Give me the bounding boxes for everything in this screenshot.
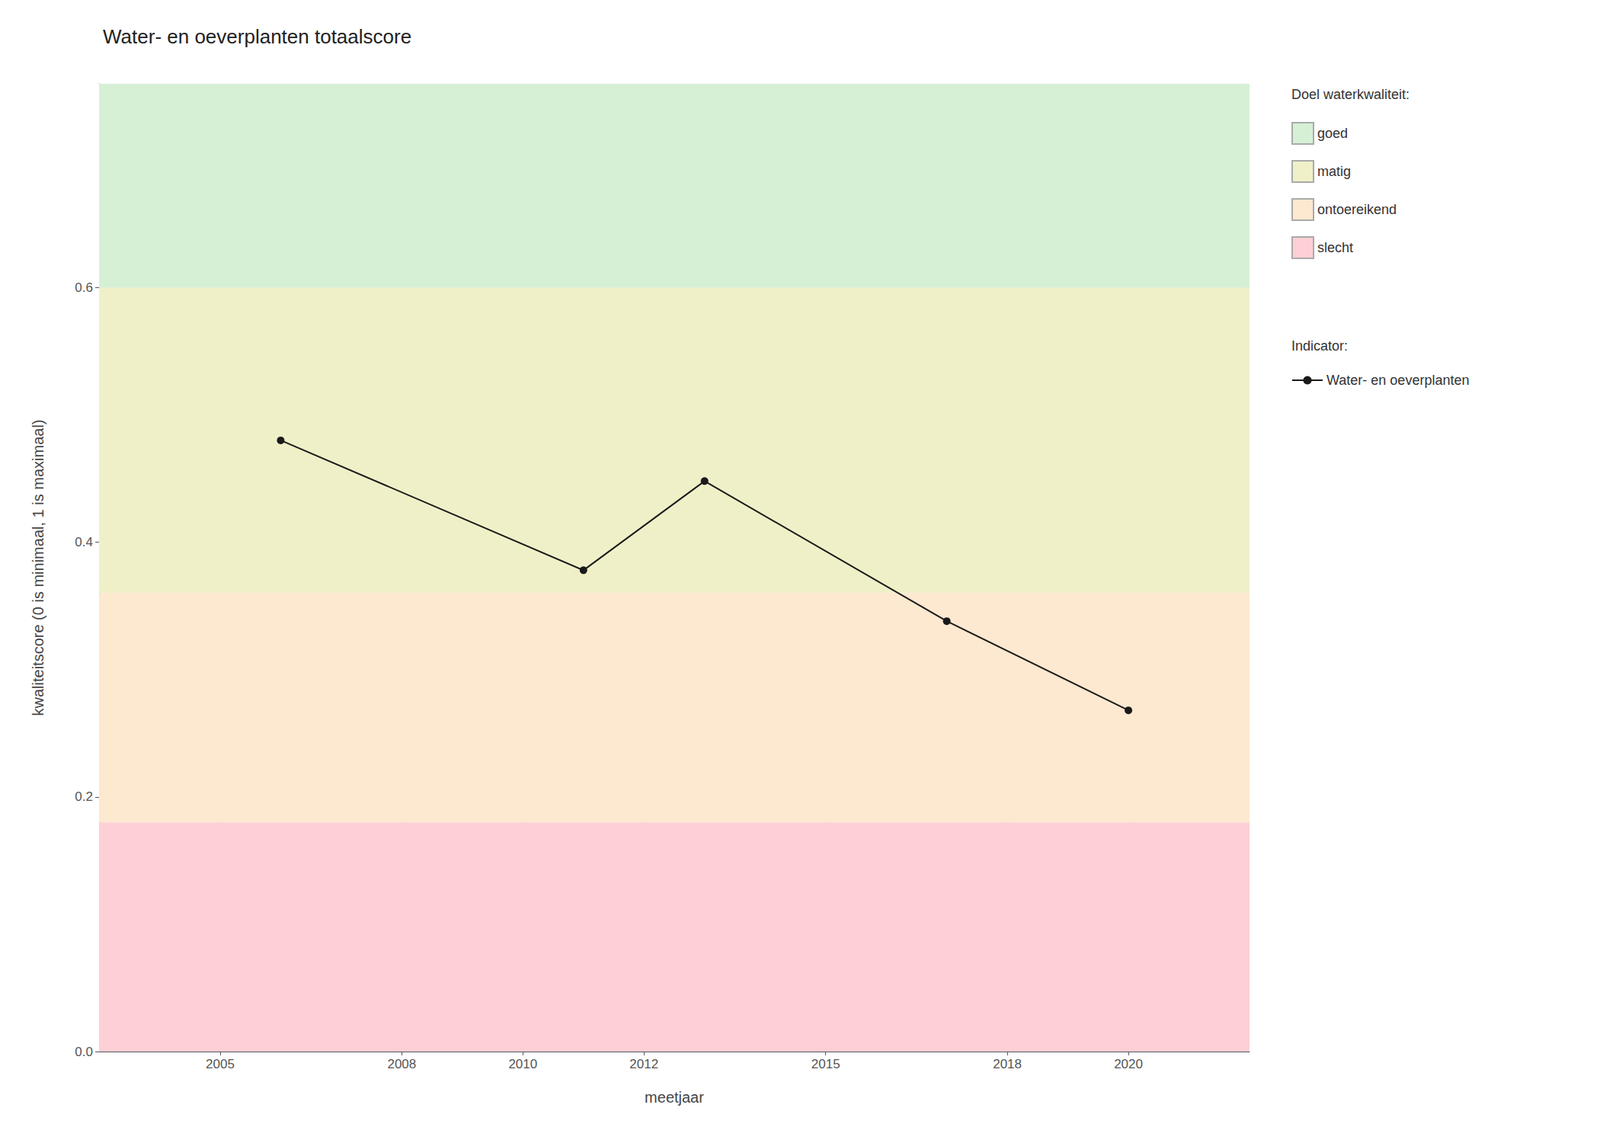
svg-text:0.2: 0.2 bbox=[74, 789, 93, 804]
svg-text:Doel waterkwaliteit:: Doel waterkwaliteit: bbox=[1291, 86, 1410, 103]
svg-text:2012: 2012 bbox=[629, 1056, 659, 1072]
svg-text:goed: goed bbox=[1317, 125, 1348, 141]
svg-text:0.6: 0.6 bbox=[74, 280, 93, 295]
svg-text:kwaliteitscore (0 is minimaal,: kwaliteitscore (0 is minimaal, 1 is maxi… bbox=[29, 419, 47, 717]
svg-text:2008: 2008 bbox=[387, 1056, 416, 1072]
svg-text:slecht: slecht bbox=[1317, 240, 1354, 256]
svg-text:Water- en oeverplanten: Water- en oeverplanten bbox=[1326, 372, 1469, 388]
svg-text:2020: 2020 bbox=[1113, 1056, 1143, 1072]
svg-text:0.0: 0.0 bbox=[74, 1044, 93, 1060]
svg-text:0.4: 0.4 bbox=[74, 534, 93, 550]
svg-text:2018: 2018 bbox=[992, 1056, 1022, 1072]
svg-text:Water- en oeverplanten totaals: Water- en oeverplanten totaalscore bbox=[102, 25, 412, 48]
svg-text:2015: 2015 bbox=[811, 1056, 841, 1072]
svg-text:ontoereikend: ontoereikend bbox=[1317, 201, 1397, 218]
svg-text:Indicator:: Indicator: bbox=[1291, 338, 1348, 354]
svg-text:2005: 2005 bbox=[205, 1056, 235, 1072]
svg-text:matig: matig bbox=[1317, 163, 1351, 180]
svg-text:meetjaar: meetjaar bbox=[644, 1088, 704, 1106]
svg-text:2010: 2010 bbox=[508, 1056, 538, 1072]
